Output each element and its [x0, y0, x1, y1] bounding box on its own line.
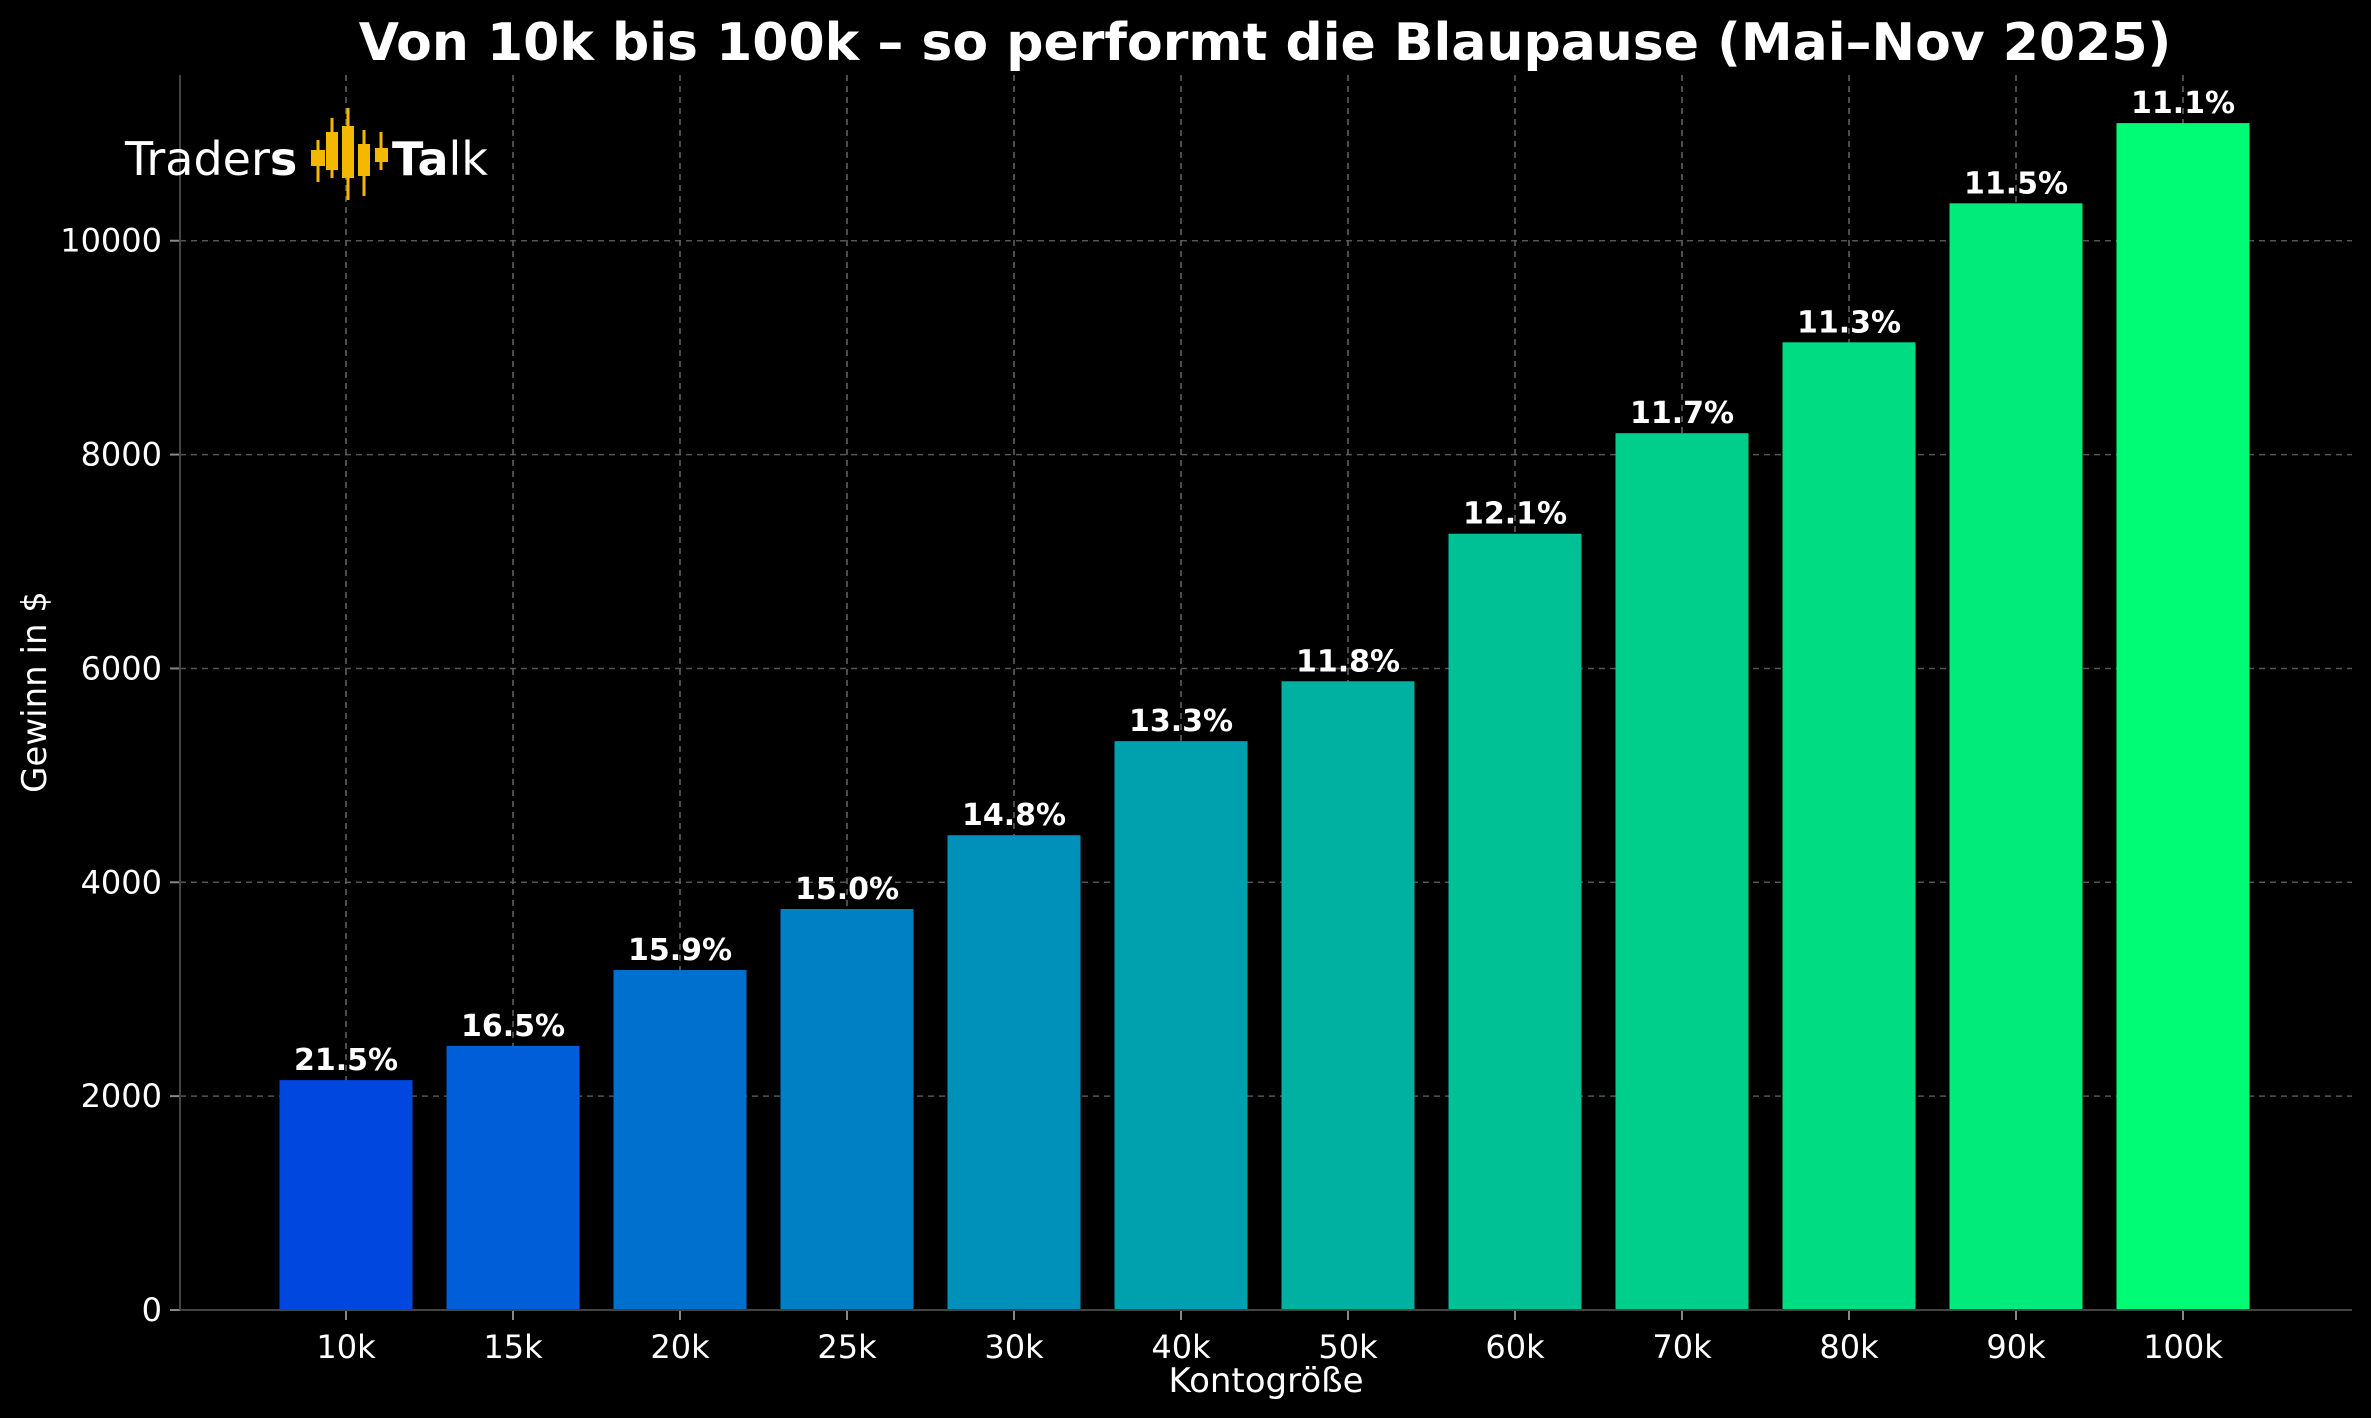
bar-40k: [1114, 741, 1248, 1310]
bar-30k: [947, 835, 1081, 1310]
data-label-20k: 15.9%: [628, 933, 732, 968]
data-label-90k: 11.5%: [1964, 166, 2068, 201]
svg-text:Traders: Traders: [124, 132, 297, 186]
data-label-40k: 13.3%: [1129, 704, 1233, 739]
x-tick-label: 90k: [1986, 1328, 2046, 1366]
data-label-100k: 11.1%: [2131, 86, 2235, 121]
y-tick-labels: 0 2000 4000 6000 8000 10000: [60, 222, 180, 1329]
logo-text-s: s: [270, 132, 297, 186]
bar-90k: [1949, 203, 2083, 1311]
x-tick-label: 80k: [1819, 1328, 1879, 1366]
x-tick-label: 40k: [1151, 1328, 1211, 1366]
data-label-10k: 21.5%: [294, 1043, 398, 1078]
chart-title: Von 10k bis 100k – so performt die Blaup…: [359, 13, 2172, 73]
x-tick-label: 15k: [483, 1328, 543, 1366]
data-label-30k: 14.8%: [962, 798, 1066, 833]
logo-text-lk: lk: [449, 132, 489, 186]
x-tick-label: 20k: [650, 1328, 710, 1366]
bar-70k: [1615, 433, 1749, 1310]
logo-text-trader: Trader: [124, 132, 270, 186]
x-tick-label: 60k: [1485, 1328, 1545, 1366]
x-tick-label: 50k: [1318, 1328, 1378, 1366]
bar-25k: [780, 909, 914, 1310]
x-axis-label: Kontogröße: [1168, 1361, 1363, 1401]
bar-10k: [279, 1080, 413, 1310]
y-tick-label: 6000: [81, 649, 162, 687]
x-tick-label: 10k: [316, 1328, 376, 1366]
data-label-70k: 11.7%: [1630, 396, 1734, 431]
bar-100k: [2116, 123, 2250, 1310]
candlestick-icon: [311, 108, 388, 200]
x-tick-label: 100k: [2143, 1328, 2223, 1366]
y-tick-label: 8000: [81, 436, 162, 474]
x-tick-label: 30k: [984, 1328, 1044, 1366]
svg-text:Talk: Talk: [392, 132, 488, 186]
data-label-80k: 11.3%: [1797, 305, 1901, 340]
bars: [279, 123, 2250, 1311]
y-tick-label: 10000: [60, 222, 162, 260]
x-tick-labels: 10k 15k 20k 25k 30k 40k 50k 60k 70k 80k 90k 100k: [316, 1310, 2223, 1366]
bar-50k: [1281, 681, 1415, 1310]
data-label-60k: 12.1%: [1463, 497, 1567, 532]
x-tick-label: 70k: [1652, 1328, 1712, 1366]
traderstalk-logo: Traders Talk: [124, 108, 488, 200]
bar-60k: [1448, 533, 1582, 1310]
data-labels: 21.5% 16.5% 15.9% 15.0% 14.8% 13.3% 11.8% 12.1%…: [294, 86, 2235, 1078]
data-label-15k: 16.5%: [461, 1009, 565, 1044]
bar-80k: [1782, 342, 1916, 1310]
bar-15k: [446, 1045, 580, 1310]
logo-text-a: a: [417, 132, 448, 186]
data-label-25k: 15.0%: [795, 872, 899, 907]
y-axis-label: Gewinn in $: [15, 591, 55, 793]
data-label-50k: 11.8%: [1296, 644, 1400, 679]
bar-20k: [613, 969, 747, 1310]
y-tick-label: 2000: [81, 1077, 162, 1115]
y-tick-label: 4000: [81, 863, 162, 901]
x-tick-label: 25k: [817, 1328, 877, 1366]
y-tick-label: 0: [142, 1291, 162, 1329]
